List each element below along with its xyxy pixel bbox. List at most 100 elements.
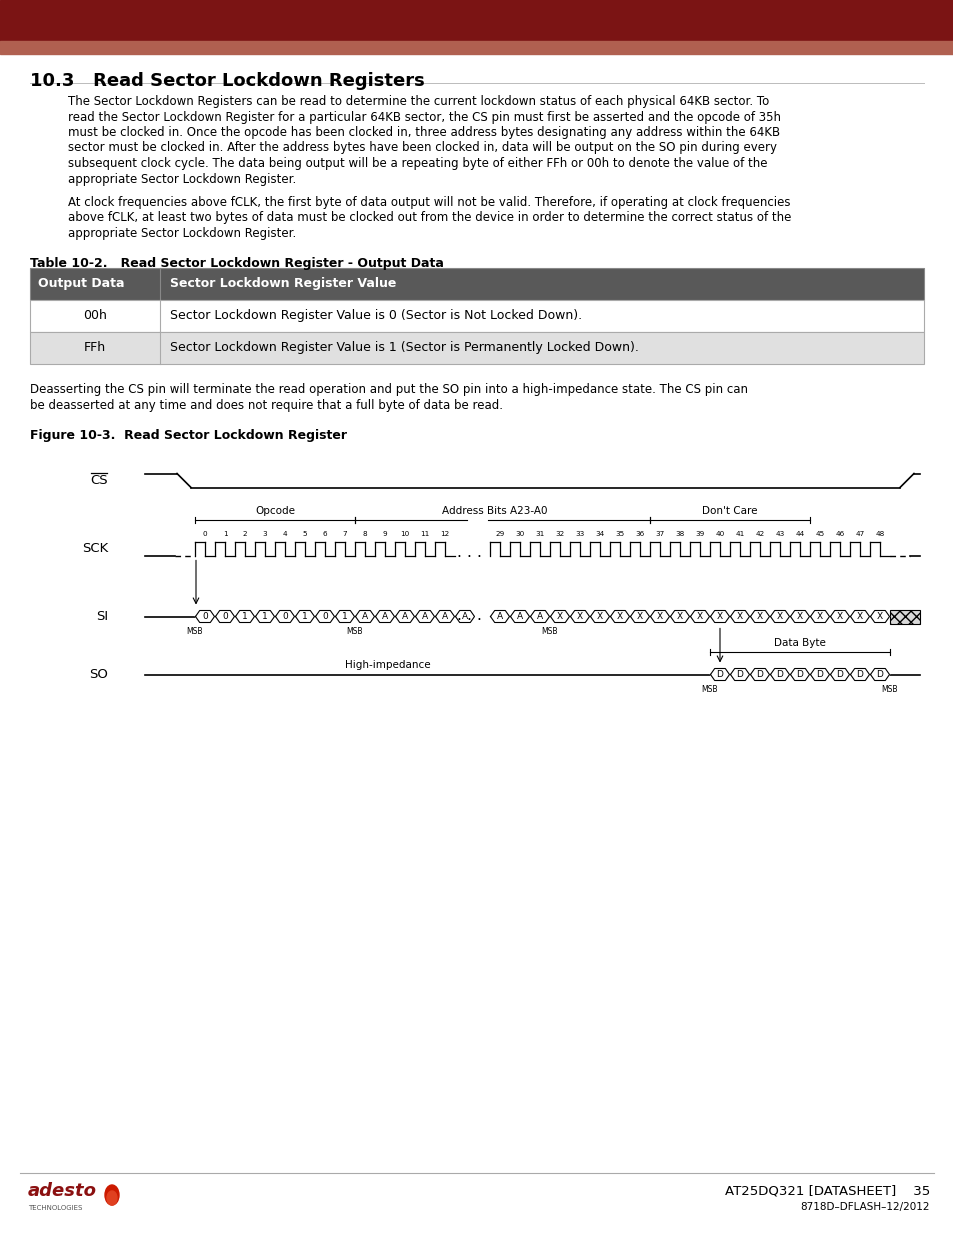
Polygon shape — [830, 610, 848, 622]
Text: 39: 39 — [695, 531, 704, 537]
Text: 6: 6 — [322, 531, 327, 537]
Polygon shape — [730, 610, 749, 622]
Text: appropriate Sector Lockdown Register.: appropriate Sector Lockdown Register. — [68, 227, 296, 240]
Text: 43: 43 — [775, 531, 783, 537]
Text: MSB: MSB — [541, 626, 558, 636]
Text: 38: 38 — [675, 531, 684, 537]
Text: 33: 33 — [575, 531, 584, 537]
Text: Sector Lockdown Register Value is 1 (Sector is Permanently Locked Down).: Sector Lockdown Register Value is 1 (Sec… — [170, 341, 639, 354]
Polygon shape — [416, 610, 434, 622]
Bar — [0, 41, 953, 54]
Text: 2: 2 — [242, 531, 247, 537]
Text: D: D — [856, 671, 862, 679]
Text: 0: 0 — [322, 613, 328, 621]
Polygon shape — [790, 668, 809, 680]
Text: 11: 11 — [420, 531, 429, 537]
Text: .: . — [456, 608, 461, 622]
Polygon shape — [435, 610, 454, 622]
Text: A: A — [517, 613, 522, 621]
Text: X: X — [697, 613, 702, 621]
Text: sector must be clocked in. After the address bytes have been clocked in, data wi: sector must be clocked in. After the add… — [68, 142, 776, 154]
Polygon shape — [850, 668, 868, 680]
Polygon shape — [770, 610, 789, 622]
Text: X: X — [756, 613, 762, 621]
Text: D: D — [876, 671, 882, 679]
Bar — [30, 268, 923, 300]
Polygon shape — [630, 610, 649, 622]
Polygon shape — [590, 610, 609, 622]
Text: X: X — [677, 613, 682, 621]
Text: 29: 29 — [495, 531, 504, 537]
Polygon shape — [869, 610, 888, 622]
Text: MSB: MSB — [701, 684, 718, 694]
Text: 10.3   Read Sector Lockdown Registers: 10.3 Read Sector Lockdown Registers — [30, 72, 424, 90]
Bar — [30, 331, 923, 363]
Polygon shape — [455, 610, 474, 622]
Text: D: D — [716, 671, 722, 679]
Text: X: X — [597, 613, 602, 621]
Text: 46: 46 — [835, 531, 843, 537]
Text: .: . — [466, 545, 471, 559]
Polygon shape — [850, 610, 868, 622]
Text: 5: 5 — [302, 531, 307, 537]
Polygon shape — [490, 610, 509, 622]
Text: X: X — [577, 613, 582, 621]
Text: appropriate Sector Lockdown Register.: appropriate Sector Lockdown Register. — [68, 173, 296, 185]
Text: 47: 47 — [855, 531, 863, 537]
Text: A: A — [381, 613, 388, 621]
Text: X: X — [637, 613, 642, 621]
Ellipse shape — [105, 1186, 119, 1205]
Text: 1: 1 — [302, 613, 308, 621]
Polygon shape — [395, 610, 414, 622]
Text: 48: 48 — [875, 531, 883, 537]
Text: X: X — [876, 613, 882, 621]
Text: FFh: FFh — [84, 341, 106, 354]
Text: Table 10-2.   Read Sector Lockdown Register - Output Data: Table 10-2. Read Sector Lockdown Registe… — [30, 258, 443, 270]
Text: 1: 1 — [262, 613, 268, 621]
Text: Don't Care: Don't Care — [701, 505, 757, 515]
Text: A: A — [361, 613, 368, 621]
Text: Figure 10-3.  Read Sector Lockdown Register: Figure 10-3. Read Sector Lockdown Regist… — [30, 429, 347, 441]
Text: A: A — [497, 613, 502, 621]
Text: .: . — [466, 608, 471, 622]
Polygon shape — [750, 668, 769, 680]
Text: A: A — [537, 613, 542, 621]
Text: A: A — [441, 613, 448, 621]
Text: At clock frequencies above fCLK, the first byte of data output will not be valid: At clock frequencies above fCLK, the fir… — [68, 196, 790, 209]
Text: X: X — [657, 613, 662, 621]
Polygon shape — [830, 668, 848, 680]
Polygon shape — [375, 610, 395, 622]
Text: 7: 7 — [342, 531, 347, 537]
Text: 44: 44 — [795, 531, 803, 537]
Text: X: X — [776, 613, 782, 621]
Bar — [30, 300, 923, 331]
Text: 8718D–DFLASH–12/2012: 8718D–DFLASH–12/2012 — [800, 1202, 929, 1212]
Polygon shape — [275, 610, 294, 622]
Text: A: A — [401, 613, 408, 621]
Text: 4: 4 — [282, 531, 287, 537]
Text: be deasserted at any time and does not require that a full byte of data be read.: be deasserted at any time and does not r… — [30, 399, 502, 412]
Text: D: D — [756, 671, 762, 679]
Text: Output Data: Output Data — [38, 277, 125, 290]
Polygon shape — [295, 610, 314, 622]
Polygon shape — [810, 668, 828, 680]
Polygon shape — [550, 610, 569, 622]
Polygon shape — [710, 668, 729, 680]
Text: 34: 34 — [595, 531, 604, 537]
Text: 0: 0 — [202, 531, 207, 537]
Text: 12: 12 — [440, 531, 449, 537]
Text: MSB: MSB — [346, 626, 363, 636]
Polygon shape — [255, 610, 274, 622]
Text: 30: 30 — [515, 531, 524, 537]
Polygon shape — [315, 610, 335, 622]
Text: X: X — [736, 613, 742, 621]
Polygon shape — [335, 610, 355, 622]
Text: 8: 8 — [362, 531, 367, 537]
Text: X: X — [836, 613, 842, 621]
Text: X: X — [617, 613, 622, 621]
Text: 31: 31 — [535, 531, 544, 537]
Bar — [0, 0, 953, 42]
Polygon shape — [869, 668, 888, 680]
Text: 3: 3 — [262, 531, 267, 537]
Text: MSB: MSB — [881, 684, 898, 694]
